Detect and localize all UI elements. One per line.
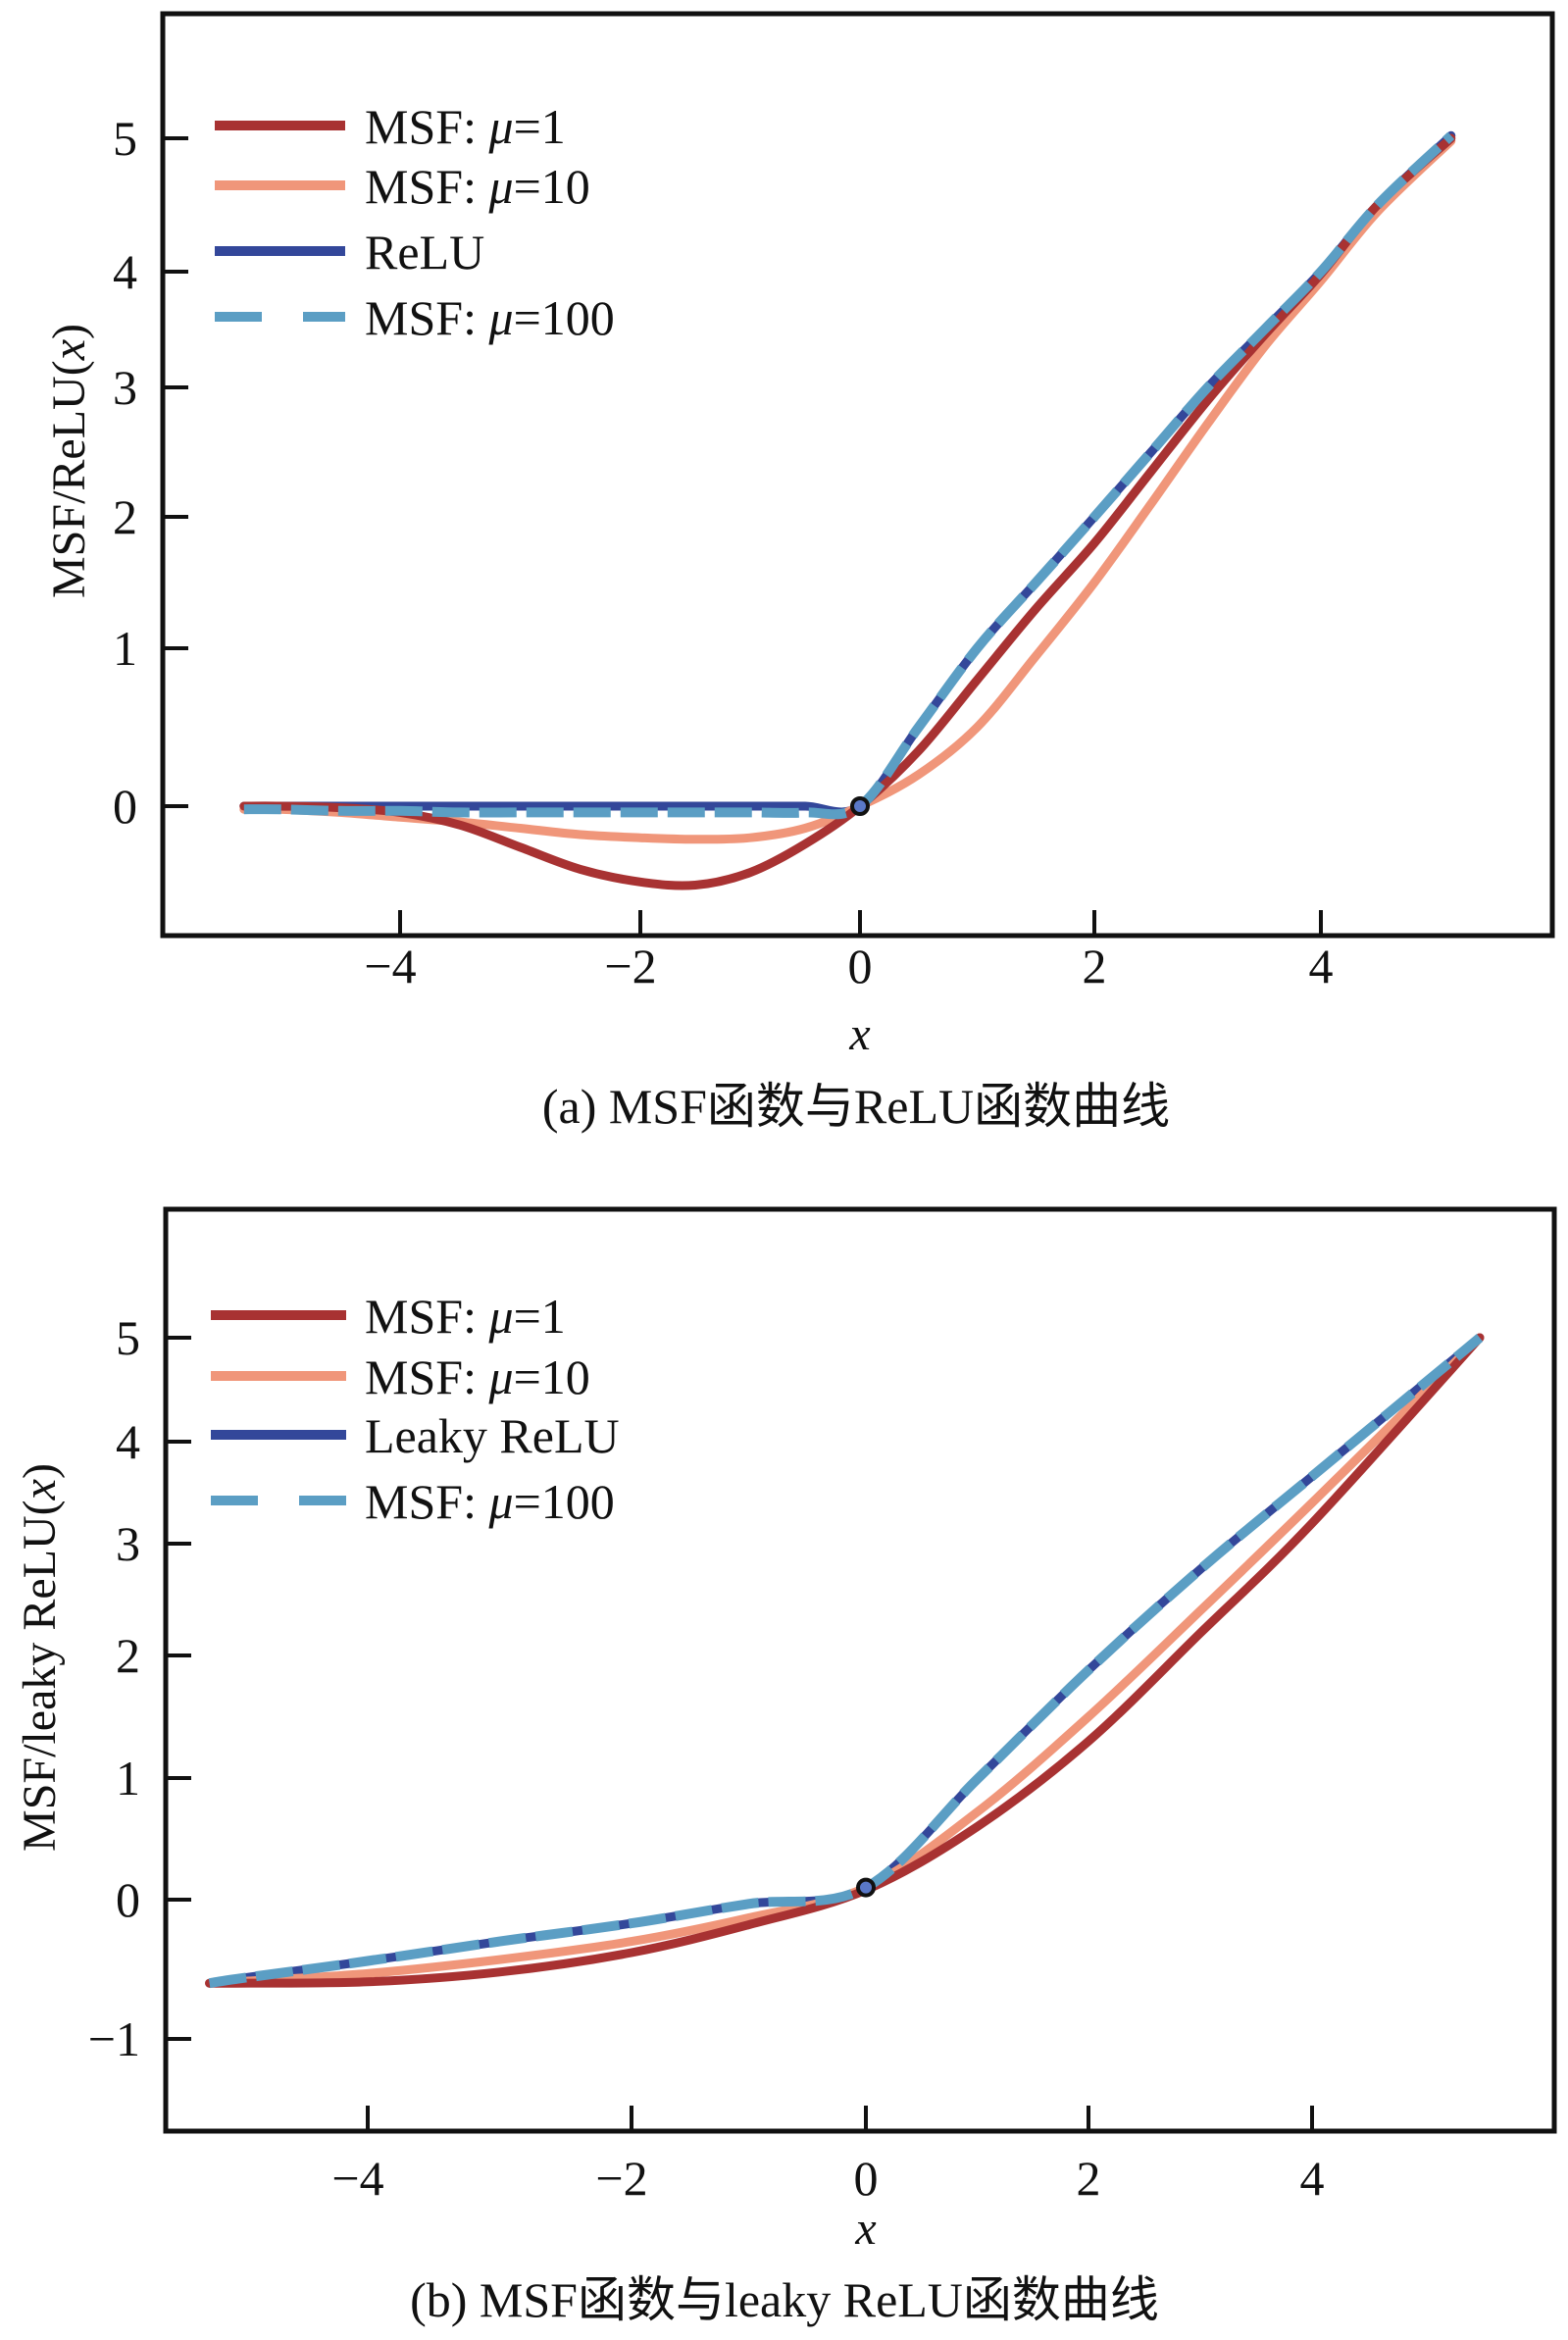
series-lines-a xyxy=(239,130,1456,890)
y-tick-label: −1 xyxy=(88,2011,140,2066)
y-tick-label: 5 xyxy=(116,1310,140,1365)
x-tick-label: −4 xyxy=(364,939,416,993)
ticks-a: −4 −2 0 2 4 0 1 2 3 4 5 xyxy=(113,111,1334,993)
legend-label: Leaky ReLU xyxy=(365,1408,620,1463)
y-tick-label: 2 xyxy=(116,1628,140,1683)
y-tick-label: 1 xyxy=(113,621,137,676)
x-tick-label: 2 xyxy=(1083,939,1107,993)
legend-item: MSF: μ=1 xyxy=(211,1289,566,1344)
legend-label: MSF: μ=1 xyxy=(365,99,566,154)
y-tick-label: 3 xyxy=(113,360,137,415)
y-tick-label: 0 xyxy=(113,779,137,834)
legend-label: MSF: μ=100 xyxy=(365,1474,615,1529)
ticks-b: −4 −2 0 2 4 −1 0 1 2 3 4 5 xyxy=(88,1310,1325,2206)
y-tick-label: 5 xyxy=(113,111,137,166)
plot-frame-a xyxy=(160,11,1555,939)
legend-item: ReLU xyxy=(215,225,484,280)
x-tick-label: 0 xyxy=(854,2151,879,2206)
x-axis-label-b: x xyxy=(854,2203,876,2255)
x-axis-label-a: x xyxy=(848,1008,870,1060)
legend-label: ReLU xyxy=(365,225,484,280)
origin-marker xyxy=(850,796,870,816)
legend-label: MSF: μ=100 xyxy=(365,290,615,345)
x-tick-label: −2 xyxy=(604,939,656,993)
legend-item: MSF: μ=10 xyxy=(211,1349,590,1404)
series-lines-b xyxy=(205,1333,1485,1989)
series-line-msf-1 xyxy=(205,1333,1485,1988)
y-tick-label: 4 xyxy=(116,1414,140,1469)
origin-marker xyxy=(856,1877,876,1898)
legend-label: MSF: μ=1 xyxy=(365,1289,566,1344)
x-tick-label: 0 xyxy=(848,939,873,993)
plot-frame-b xyxy=(163,1206,1557,2134)
y-tick-label: 4 xyxy=(113,244,137,299)
legend-item: MSF: μ=1 xyxy=(215,99,566,154)
caption-b: (b) MSF函数与leaky ReLU函数曲线 xyxy=(410,2272,1159,2327)
caption-a: (a) MSF函数与ReLU函数曲线 xyxy=(542,1079,1170,1134)
y-tick-label: 0 xyxy=(116,1872,140,1927)
x-tick-label: 4 xyxy=(1300,2151,1325,2206)
legend-item: Leaky ReLU xyxy=(211,1408,620,1463)
series-line-msf-100 xyxy=(243,131,1455,820)
y-axis-label-a: MSF/ReLU(x) xyxy=(43,324,95,598)
y-tick-label: 2 xyxy=(113,489,137,544)
legend-label: MSF: μ=10 xyxy=(365,1349,590,1404)
y-tick-label: 1 xyxy=(116,1751,140,1806)
y-tick-label: 3 xyxy=(116,1516,140,1571)
y-axis-label-b: MSF/leaky ReLU(x) xyxy=(14,1463,66,1852)
legend-item: MSF: μ=100 xyxy=(215,290,615,345)
x-tick-label: −4 xyxy=(331,2151,383,2206)
x-tick-label: 2 xyxy=(1077,2151,1101,2206)
legend-item: MSF: μ=100 xyxy=(211,1474,615,1529)
x-tick-label: 4 xyxy=(1309,939,1334,993)
x-tick-label: −2 xyxy=(595,2151,647,2206)
legend-item: MSF: μ=10 xyxy=(215,159,590,214)
legend-label: MSF: μ=10 xyxy=(365,159,590,214)
